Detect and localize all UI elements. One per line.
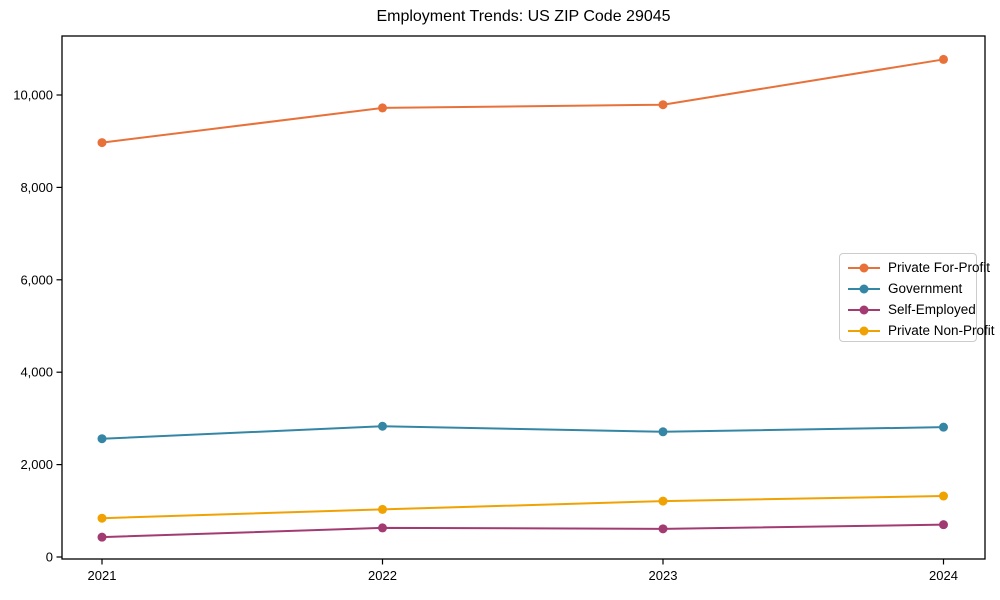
- x-tick-label: 2022: [368, 568, 397, 583]
- marker-self-employed-2023: [658, 524, 668, 534]
- series-line-self-employed: [101, 523, 944, 539]
- y-tick-label: 10,000: [13, 88, 53, 103]
- marker-government-2023: [658, 427, 668, 437]
- legend-line-sample-icon: [848, 326, 880, 335]
- x-tick-label: 2021: [88, 568, 117, 583]
- marker-self-employed-2021: [97, 532, 107, 542]
- series-line-government: [101, 425, 944, 440]
- marker-government-2024: [939, 422, 948, 432]
- legend-line-sample-icon: [848, 263, 880, 272]
- legend-label: Private Non-Profit: [888, 323, 995, 338]
- axes-frame: [61, 35, 986, 560]
- marker-self-employed-2022: [378, 523, 387, 533]
- x-tick-label: 2024: [929, 568, 958, 583]
- series-line-private-for-profit: [101, 58, 944, 144]
- y-tick-label: 4,000: [20, 365, 53, 380]
- marker-private-for-profit-2023: [658, 100, 668, 110]
- legend-label: Private For-Profit: [888, 260, 991, 275]
- marker-private-for-profit-2024: [939, 54, 948, 64]
- legend-item-government: Government: [847, 278, 976, 299]
- y-tick-label: 0: [46, 550, 53, 565]
- marker-private-non-profit-2022: [378, 504, 387, 514]
- marker-government-2021: [97, 434, 107, 444]
- legend-line-sample-icon: [848, 305, 880, 314]
- legend-line-sample-icon: [848, 284, 880, 293]
- marker-private-non-profit-2024: [939, 491, 948, 501]
- marker-private-for-profit-2021: [97, 138, 107, 148]
- y-tick-label: 6,000: [20, 272, 53, 287]
- legend: Private For-Profit Government Self-Employe…: [839, 253, 995, 342]
- legend-label: Government: [888, 281, 963, 296]
- legend-item-private-for-profit: Private For-Profit: [847, 257, 990, 278]
- legend-item-self-employed: Self-Employed: [847, 299, 976, 320]
- marker-government-2022: [378, 421, 387, 431]
- marker-private-for-profit-2022: [378, 103, 387, 113]
- series-line-private-non-profit: [101, 495, 944, 520]
- y-tick-label: 2,000: [20, 457, 53, 472]
- marker-self-employed-2024: [939, 520, 948, 530]
- chart-title: Employment Trends: US ZIP Code 29045: [376, 8, 671, 25]
- y-tick-label: 8,000: [20, 180, 53, 195]
- x-tick-label: 2023: [649, 568, 678, 583]
- marker-private-non-profit-2023: [658, 496, 668, 506]
- legend-label: Self-Employed: [888, 302, 976, 317]
- legend-item-private-non-profit: Private Non-Profit: [847, 320, 995, 341]
- marker-private-non-profit-2021: [97, 513, 107, 523]
